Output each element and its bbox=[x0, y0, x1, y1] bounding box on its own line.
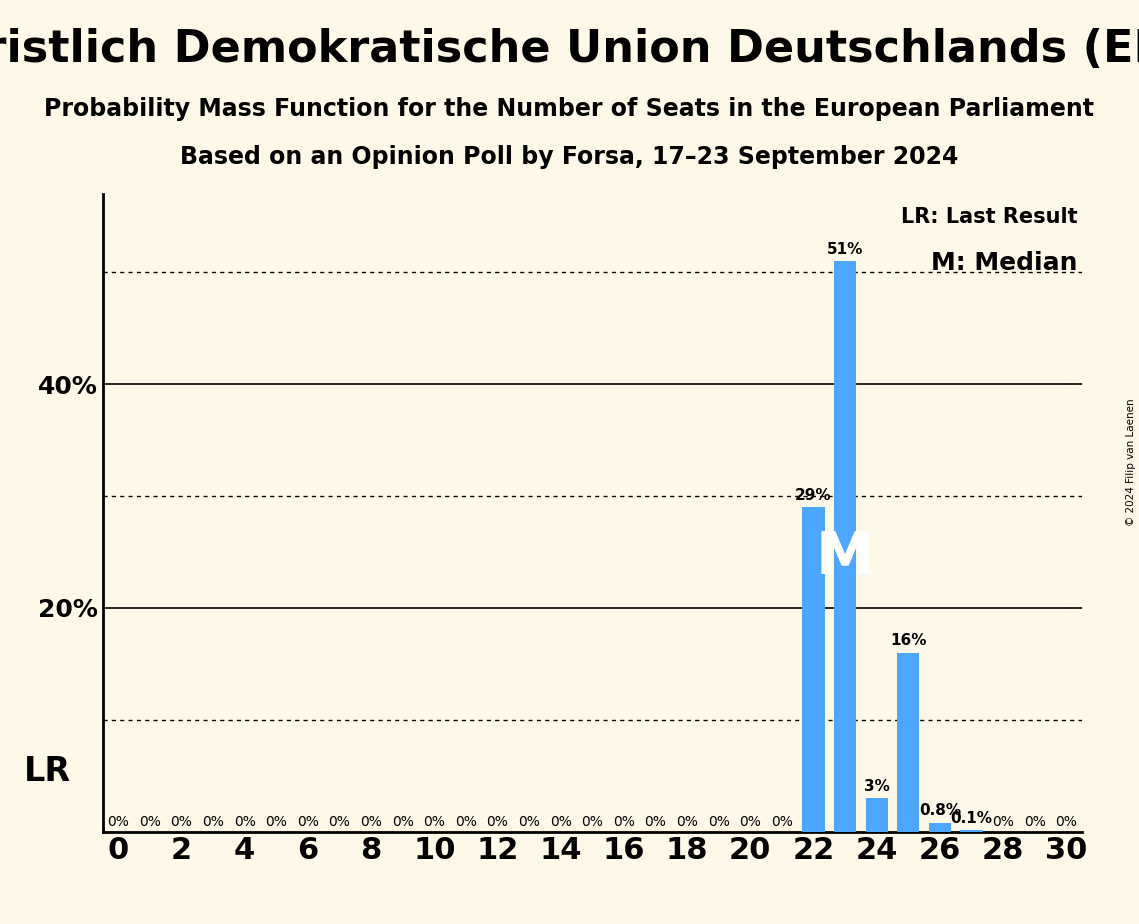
Text: LR: Last Result: LR: Last Result bbox=[901, 207, 1077, 226]
Text: 0%: 0% bbox=[392, 815, 413, 830]
Text: 0%: 0% bbox=[297, 815, 319, 830]
Text: 0%: 0% bbox=[707, 815, 730, 830]
Bar bbox=[960, 831, 983, 832]
Text: Probability Mass Function for the Number of Seats in the European Parliament: Probability Mass Function for the Number… bbox=[44, 97, 1095, 121]
Text: 0%: 0% bbox=[771, 815, 793, 830]
Text: 0%: 0% bbox=[550, 815, 572, 830]
Text: 0%: 0% bbox=[613, 815, 634, 830]
Text: 0%: 0% bbox=[424, 815, 445, 830]
Bar bbox=[898, 652, 919, 832]
Text: © 2024 Filip van Laenen: © 2024 Filip van Laenen bbox=[1126, 398, 1136, 526]
Text: LR: LR bbox=[24, 755, 72, 788]
Text: 0%: 0% bbox=[202, 815, 224, 830]
Bar bbox=[802, 507, 825, 832]
Text: 0%: 0% bbox=[328, 815, 351, 830]
Text: Christlich Demokratische Union Deutschlands (EPP): Christlich Demokratische Union Deutschla… bbox=[0, 28, 1139, 71]
Text: 16%: 16% bbox=[890, 633, 926, 648]
Text: 0%: 0% bbox=[581, 815, 604, 830]
Text: 51%: 51% bbox=[827, 242, 863, 257]
Text: 0%: 0% bbox=[645, 815, 666, 830]
Text: M: M bbox=[816, 529, 874, 586]
Text: 0%: 0% bbox=[233, 815, 255, 830]
Bar bbox=[866, 798, 887, 832]
Bar bbox=[928, 822, 951, 832]
Text: 0%: 0% bbox=[265, 815, 287, 830]
Bar bbox=[834, 261, 857, 832]
Text: 0%: 0% bbox=[992, 815, 1014, 830]
Text: 3%: 3% bbox=[863, 779, 890, 794]
Text: 0%: 0% bbox=[518, 815, 540, 830]
Text: 0%: 0% bbox=[1056, 815, 1077, 830]
Text: Based on an Opinion Poll by Forsa, 17–23 September 2024: Based on an Opinion Poll by Forsa, 17–23… bbox=[180, 145, 959, 169]
Text: 0.8%: 0.8% bbox=[919, 803, 961, 818]
Text: 0%: 0% bbox=[739, 815, 761, 830]
Text: 0%: 0% bbox=[454, 815, 477, 830]
Text: 0%: 0% bbox=[486, 815, 508, 830]
Text: 0.1%: 0.1% bbox=[950, 811, 992, 826]
Text: 0%: 0% bbox=[139, 815, 161, 830]
Text: 0%: 0% bbox=[107, 815, 129, 830]
Text: 0%: 0% bbox=[677, 815, 698, 830]
Text: 0%: 0% bbox=[1024, 815, 1046, 830]
Text: 0%: 0% bbox=[171, 815, 192, 830]
Text: 29%: 29% bbox=[795, 488, 831, 503]
Text: 0%: 0% bbox=[360, 815, 382, 830]
Text: M: Median: M: Median bbox=[931, 251, 1077, 275]
